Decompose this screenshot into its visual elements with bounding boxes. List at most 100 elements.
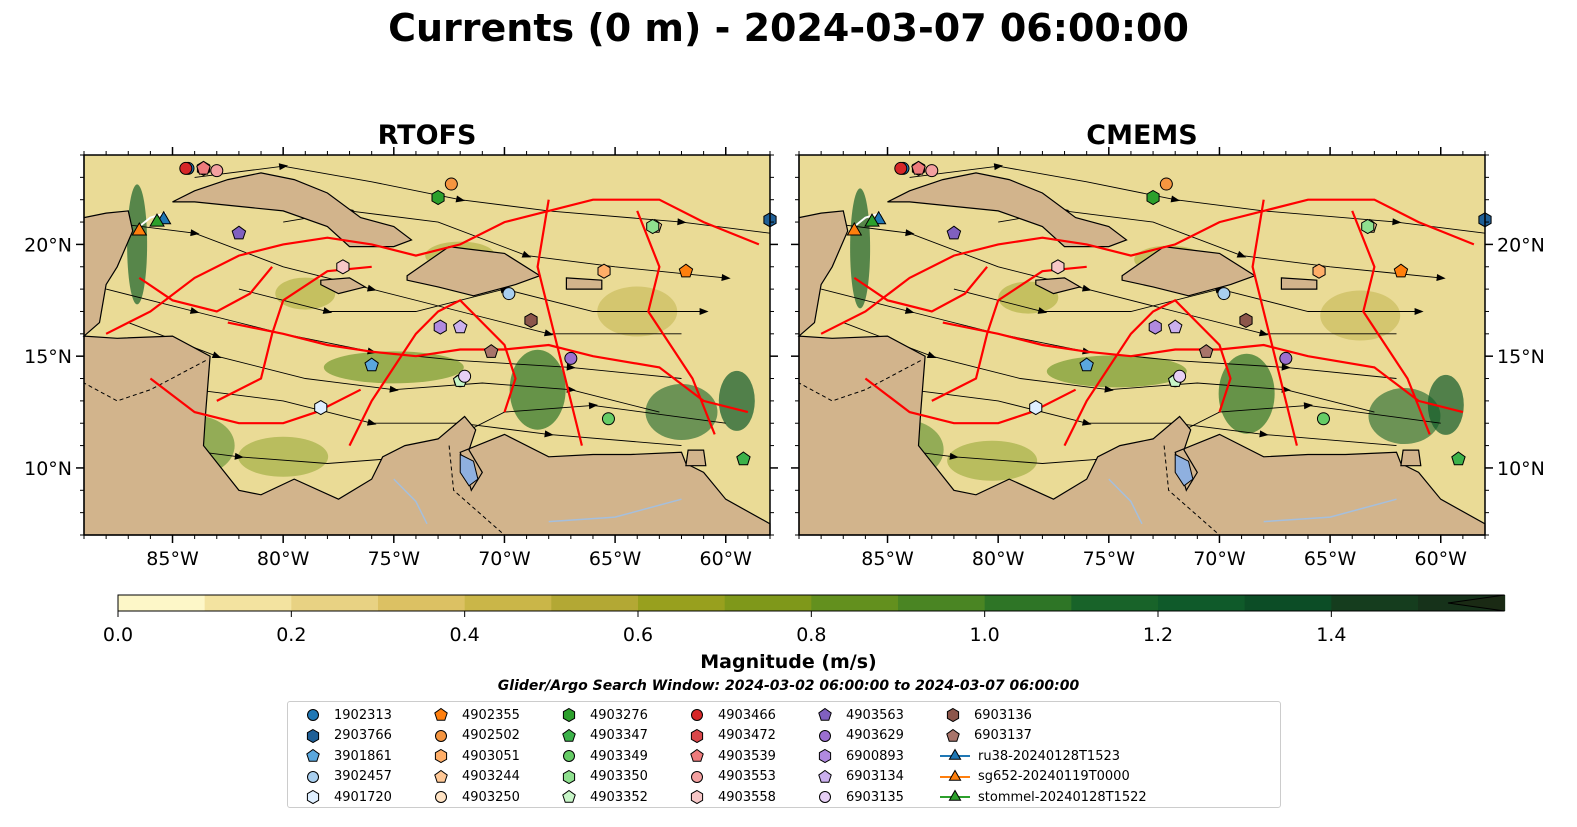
search-window-subtitle: Glider/Argo Search Window: 2024-03-02 06…	[497, 678, 1080, 694]
legend-marker-4902355	[434, 707, 448, 721]
legend-item-4903539: 4903539	[684, 746, 776, 766]
platform-4903350	[646, 218, 660, 235]
legend-label: 4901720	[334, 789, 392, 805]
legend-item-4903352: 4903352	[556, 787, 648, 807]
platform-4903350	[1361, 218, 1375, 235]
legend-marker-3902457	[307, 770, 319, 783]
colorbar-swatch	[291, 595, 379, 611]
current-magnitude-patch	[718, 370, 755, 431]
legend-label: 4903350	[590, 769, 648, 784]
platform-4902355	[678, 263, 694, 278]
colorbar-swatch	[1071, 595, 1159, 611]
x-tick-label: 75°W	[368, 548, 421, 570]
land-mass	[1280, 277, 1318, 290]
legend-label: stommel-20240128T1522	[978, 789, 1147, 805]
legend-item-3902457: 3902457	[300, 767, 392, 787]
legend-item-4903563: 4903563	[812, 705, 904, 725]
streamline-arrow	[1392, 218, 1402, 226]
streamline-arrow	[566, 363, 576, 371]
platform-4903347	[1451, 451, 1466, 466]
platform-3901861	[364, 357, 379, 372]
colorbar-swatch	[638, 595, 726, 611]
legend-item-2903766: 2903766	[300, 726, 392, 746]
colorbar-extend-arrow	[1448, 595, 1505, 611]
eez-boundary	[216, 265, 372, 402]
platform-6903137	[1198, 344, 1214, 358]
colorbar-swatch	[811, 595, 899, 611]
legend-marker-4903466	[691, 709, 703, 721]
streamline-arrow	[699, 308, 709, 315]
colorbar-tick-label: 1.0	[970, 624, 1000, 646]
eez-boundary	[636, 210, 716, 435]
land-mass	[565, 277, 603, 290]
legend-label: 6900893	[846, 748, 904, 764]
legend-marker-1902313	[307, 709, 319, 721]
legend-item-4903244: 4903244	[428, 767, 520, 787]
platform-6903136	[524, 312, 538, 328]
platform-6903135	[1173, 369, 1187, 383]
eez-boundary	[227, 321, 749, 414]
x-tick-label: 85°W	[146, 548, 199, 570]
map-cmems: 85°W 80°W 75°W 70°W 65°W 60°W 20°N 15°N 10°N	[791, 147, 1545, 570]
panel-title-cmems: CMEMS	[1086, 120, 1198, 151]
streamline-arrow	[949, 452, 959, 460]
legend-label: 4902502	[462, 728, 520, 743]
eez-boundary	[853, 266, 988, 313]
streamline-arrow	[1436, 274, 1446, 281]
eez-boundary	[942, 321, 1464, 414]
lake	[459, 453, 479, 487]
legend-label: 4902355	[462, 707, 520, 723]
colorbar-swatch	[1244, 595, 1332, 611]
legend-item-4903051: 4903051	[428, 746, 520, 766]
colorbar-tick-label: 0.0	[103, 624, 133, 646]
legend: 1902313 2903766 3901861 3902457 4901720 49023…	[287, 701, 1281, 808]
platform-4902502	[444, 177, 458, 191]
glider-sg652-20240119T0000	[131, 222, 148, 236]
legend-marker-4903350	[562, 769, 576, 784]
legend-marker-sg652-20240119T0000	[948, 768, 962, 781]
x-tick-label: 70°W	[1193, 548, 1246, 570]
current-magnitude-patch	[1427, 374, 1464, 435]
glider-track	[138, 212, 167, 228]
glider-stommel-20240128T1522	[864, 213, 880, 227]
streamline-arrow	[1414, 308, 1424, 315]
colorbar-swatch	[118, 595, 206, 611]
current-magnitude-patch	[127, 184, 148, 305]
platform-3901861	[1079, 357, 1094, 372]
legend-label: 6903137	[974, 728, 1032, 743]
streamline-arrow	[904, 307, 915, 314]
platform-4903629	[1279, 351, 1293, 365]
streamline-arrow	[521, 250, 532, 258]
current-magnitude-patch	[947, 440, 1038, 481]
colorbar-swatch	[984, 595, 1072, 611]
legend-item-4903349: 4903349	[556, 746, 648, 766]
eez-boundary	[348, 298, 517, 447]
y-tick-label: 15°N	[24, 346, 72, 368]
legend-marker-stommel-20240128T1522	[948, 789, 962, 801]
legend-item-6903137: 6903137	[940, 726, 1032, 746]
current-magnitude-patch	[1320, 290, 1401, 341]
legend-label: 4903539	[718, 748, 776, 764]
legend-label: 4903349	[590, 748, 648, 764]
river	[1263, 498, 1397, 523]
legend-label: 4903558	[718, 789, 776, 805]
legend-label: 4903553	[718, 769, 776, 784]
streamline-arrow	[993, 163, 1004, 171]
platform-4903466	[179, 161, 193, 175]
streamline-arrow	[1104, 385, 1114, 393]
streamline-arrow	[1303, 402, 1313, 410]
platform-4903563	[231, 225, 247, 240]
platform-3902457	[1217, 287, 1231, 301]
colorbar-swatch	[898, 595, 986, 611]
streamline-arrow	[588, 402, 598, 410]
y-tick-label: 10°N	[1497, 458, 1545, 480]
streamline-arrow	[1081, 418, 1092, 426]
legend-item-4901720: 4901720	[300, 787, 392, 807]
legend-marker-4903558	[690, 789, 704, 805]
current-magnitude-patch	[238, 436, 329, 477]
streamline-arrow	[721, 274, 731, 281]
legend-item-4903347: 4903347	[556, 726, 648, 746]
colorbar-tick-label: 1.4	[1316, 624, 1346, 646]
eez-boundary	[536, 199, 583, 446]
legend-item-6903136: 6903136	[940, 705, 1032, 725]
